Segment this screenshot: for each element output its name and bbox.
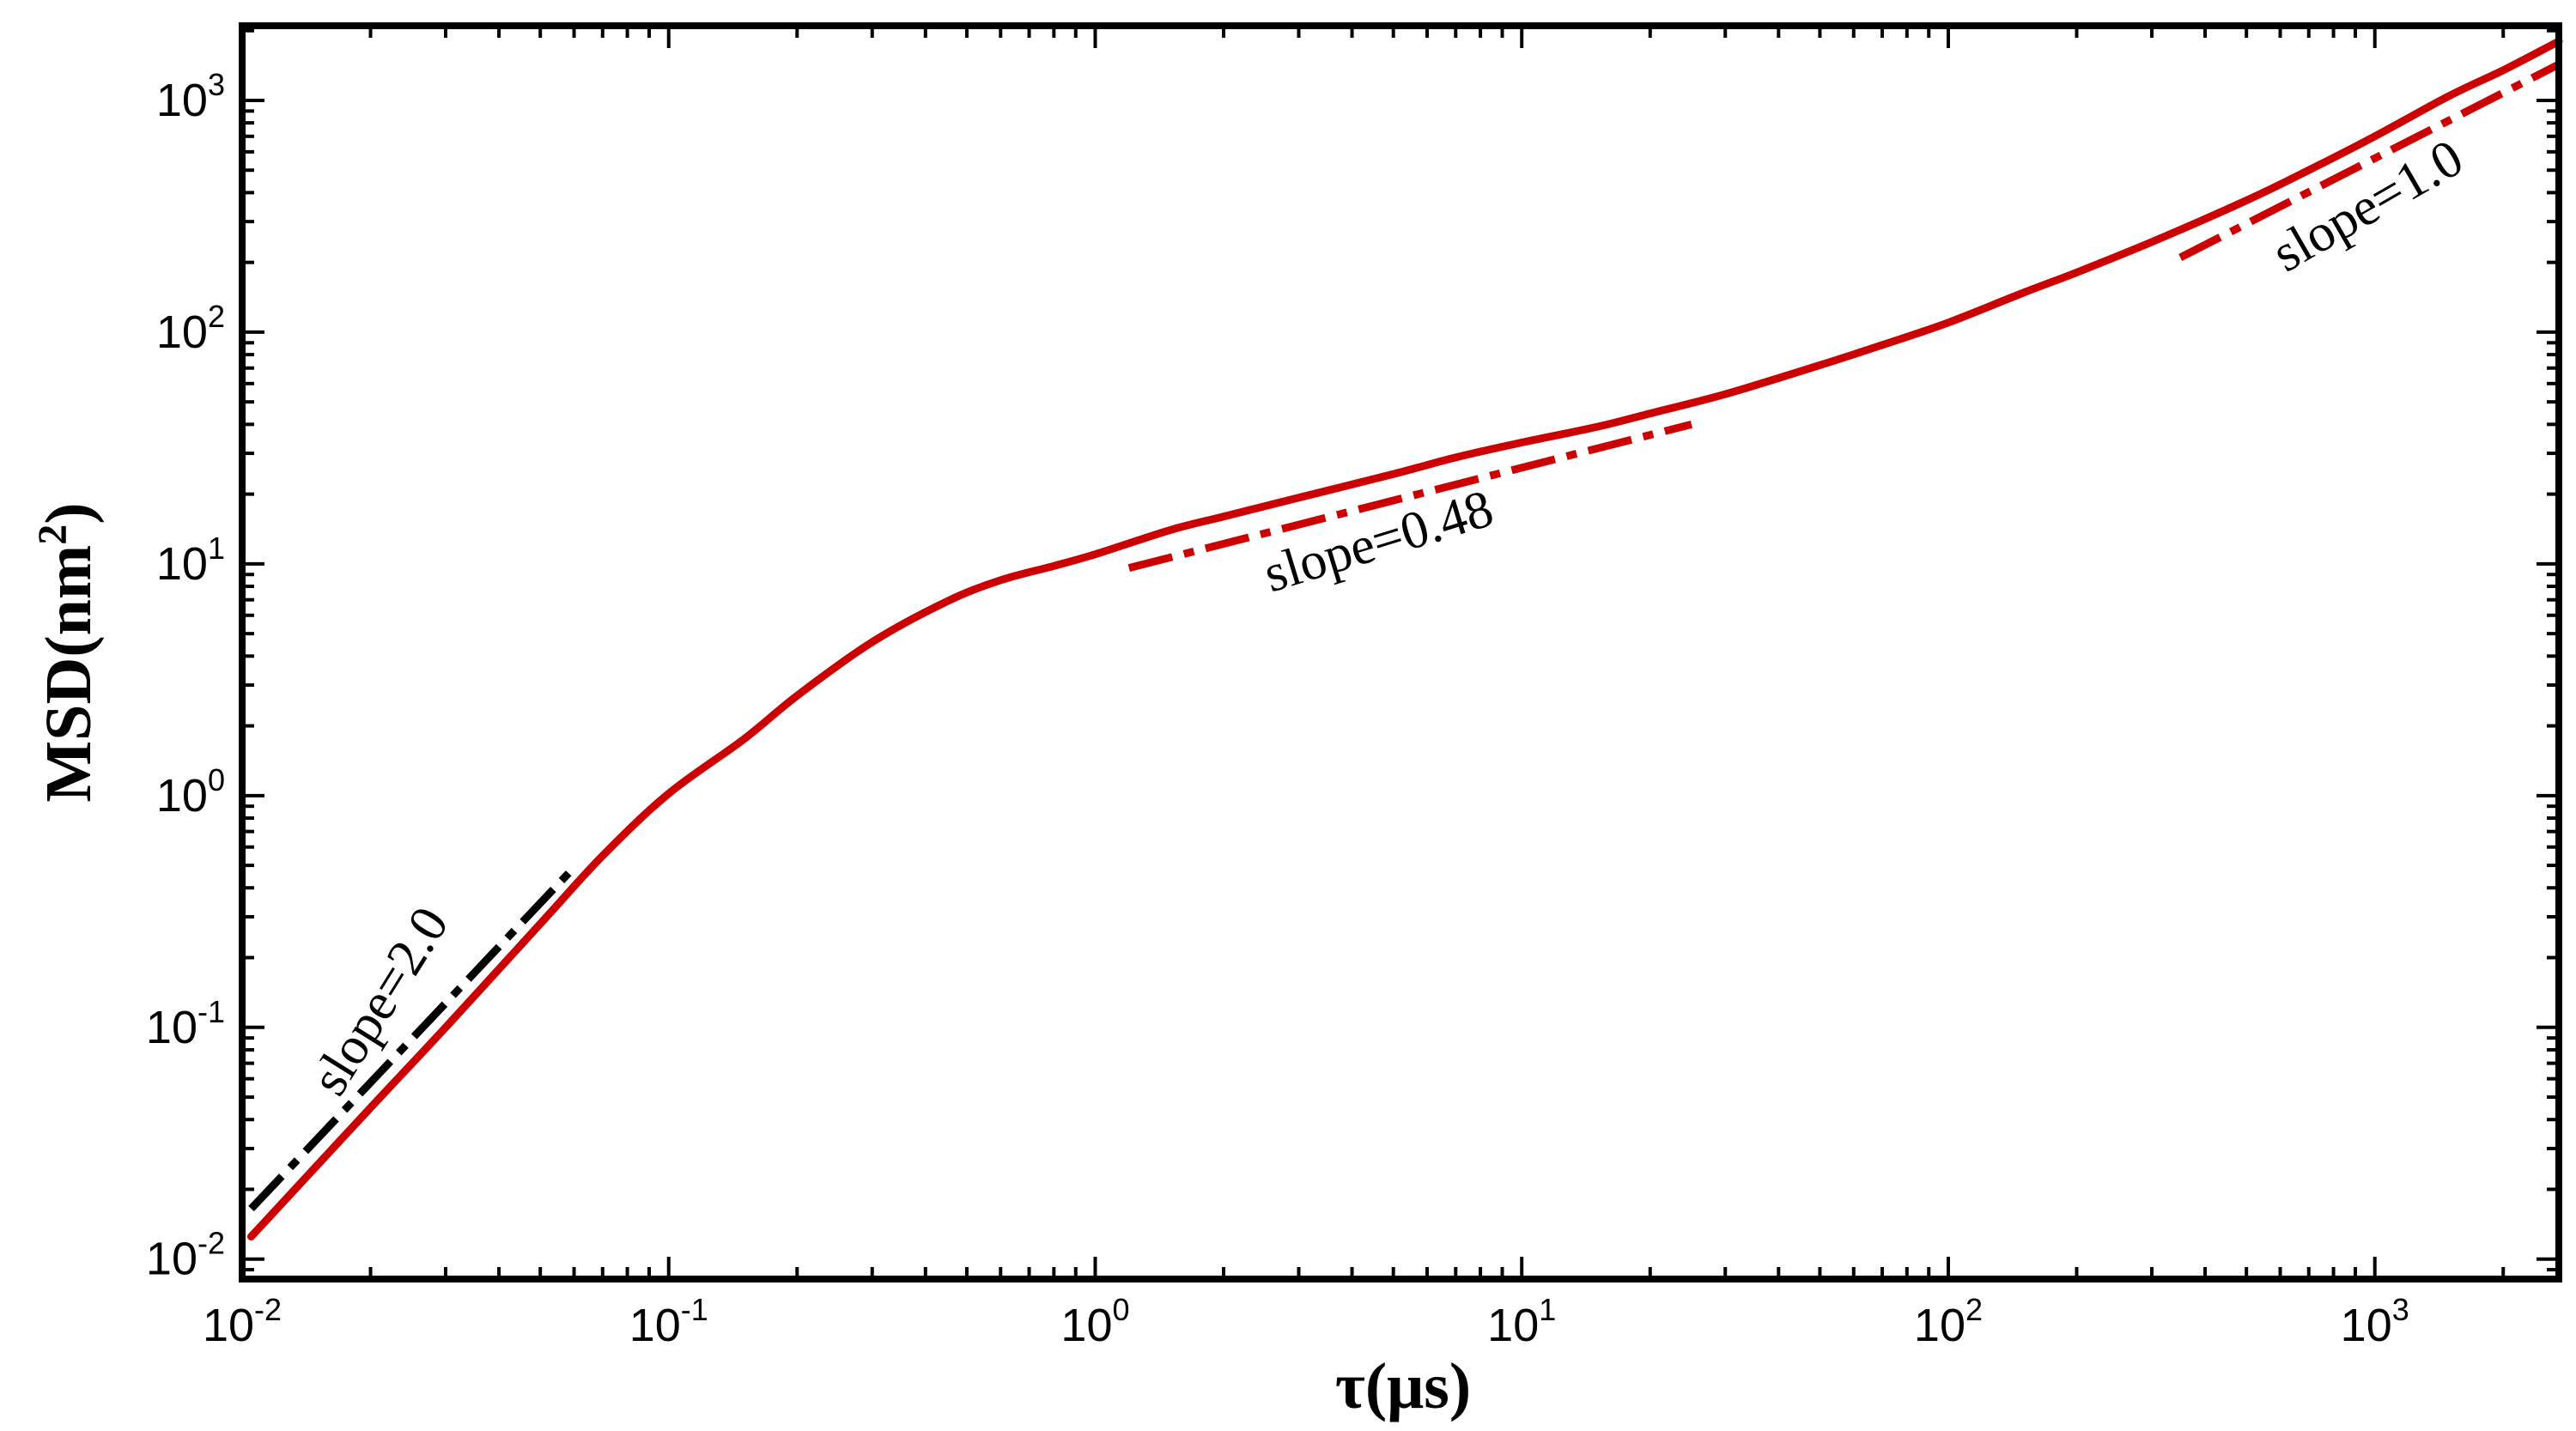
y-tick-label: 102 [156,299,225,358]
x-tick-label: 102 [1914,1292,1983,1351]
y-tick-label: 103 [156,67,225,126]
y-axis-label-main: MSD(nm [33,545,105,803]
reference-line-slope-1 [2178,61,2561,261]
data-series [247,37,2563,1241]
y-axis-label: MSD(nm2) [30,502,105,802]
x-tick-label: 10-2 [203,1292,282,1351]
plot-frame [239,22,2562,1282]
y-tick-label: 10-1 [146,994,225,1053]
x-tick-label: 103 [2341,1292,2409,1351]
x-tick-label: 10-1 [629,1292,708,1351]
y-tick-label: 101 [156,531,225,590]
x-tick-label: 101 [1487,1292,1556,1351]
y-axis-label-sup: 2 [30,524,76,545]
annotation-slope-1: slope=1.0 [2263,129,2473,284]
msd-series-line [247,37,2563,1241]
x-tick-label: 100 [1060,1292,1129,1351]
reference-lines [248,61,2561,1212]
y-tick-labels: 10-2 10-1 100 101 102 103 [146,67,225,1285]
y-tick-label: 100 [156,762,225,822]
y-axis-label-tail: ) [33,502,105,524]
y-tick-label: 10-2 [146,1226,225,1285]
reference-line-slope-0-48 [1127,420,1693,573]
x-axis-label: τ(μs) [1335,1350,1471,1422]
x-tick-labels: 10-2 10-1 100 101 102 103 [203,1292,2409,1351]
